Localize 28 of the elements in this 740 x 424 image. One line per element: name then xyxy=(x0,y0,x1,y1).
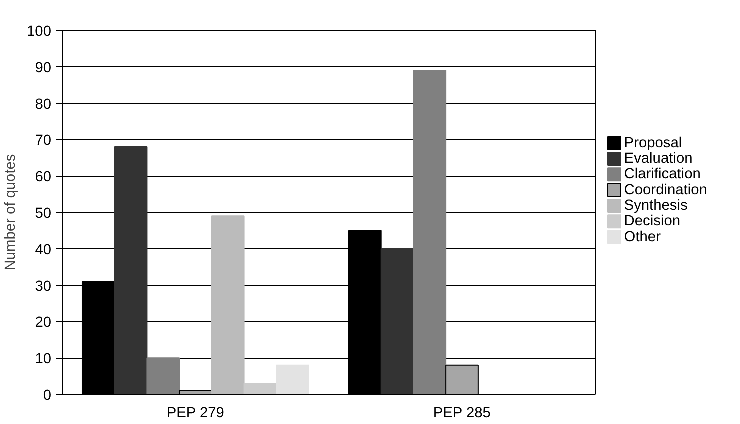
y-tick-label: 10 xyxy=(35,352,52,368)
legend-label: Evaluation xyxy=(624,150,693,167)
legend-label: Clarification xyxy=(624,166,701,183)
bar xyxy=(413,70,447,394)
y-tick-label: 0 xyxy=(43,388,52,404)
y-tick-label: 60 xyxy=(35,170,52,186)
bar xyxy=(114,146,148,394)
bar xyxy=(146,358,180,394)
y-tick-label: 80 xyxy=(35,96,52,113)
y-tick-label: 40 xyxy=(35,242,52,258)
y-tick-label: 30 xyxy=(35,278,52,295)
y-tick-label: 70 xyxy=(35,133,52,150)
y-tick-label: 100 xyxy=(27,24,52,40)
y-tick-label: 50 xyxy=(35,206,52,222)
x-tick-label: PEP 279 xyxy=(166,406,224,422)
y-tick-label: 90 xyxy=(35,60,52,76)
legend-label: Other xyxy=(624,229,662,246)
x-tick-label: PEP 285 xyxy=(433,406,491,422)
bar xyxy=(380,248,414,394)
y-tick-label: 20 xyxy=(35,315,52,332)
legend-label: Proposal xyxy=(624,135,682,152)
bar xyxy=(211,216,245,394)
bar xyxy=(244,383,278,394)
y-axis-title: Number of quotes xyxy=(3,154,20,271)
legend-label: Synthesis xyxy=(624,198,688,214)
legend-label: Decision xyxy=(624,214,681,230)
bar xyxy=(276,364,310,394)
legend-label: Coordination xyxy=(624,182,708,198)
